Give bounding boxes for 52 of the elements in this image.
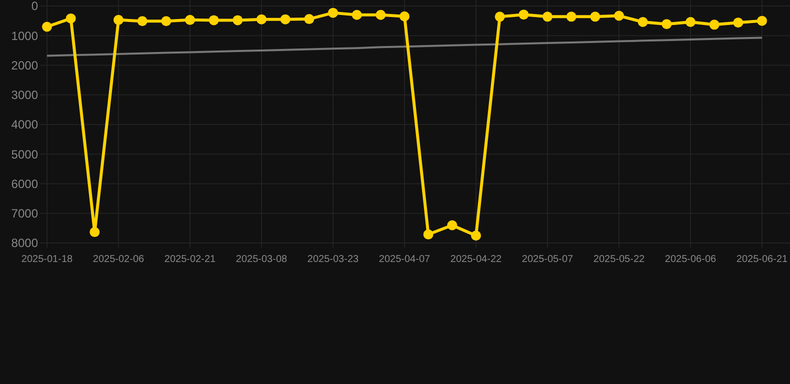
point — [686, 16, 696, 27]
point — [757, 16, 767, 26]
y-tick-label: 8000 — [11, 236, 38, 250]
point — [137, 16, 148, 26]
y-tick-label: 4000 — [11, 118, 38, 132]
point — [256, 14, 266, 24]
point — [208, 15, 219, 26]
x-tick-label: 2025-06-21 — [736, 254, 788, 265]
point — [590, 12, 600, 22]
point — [66, 13, 76, 24]
point — [471, 230, 481, 241]
y-tick-label: 6000 — [11, 176, 38, 191]
x-tick-label: 2025-05-22 — [593, 254, 646, 265]
y-tick-label: 2000 — [11, 58, 38, 72]
point — [114, 14, 124, 25]
y-tick-label: 7000 — [11, 206, 38, 221]
y-tick-label: 0 — [31, 0, 38, 14]
point — [662, 19, 672, 30]
point — [90, 227, 100, 238]
x-tick-label: 2025-03-08 — [236, 254, 288, 265]
point — [447, 220, 458, 230]
point — [42, 22, 52, 32]
x-tick-label: 2025-04-22 — [450, 254, 502, 265]
x-tick-label: 2025-01-18 — [21, 254, 74, 265]
point — [280, 14, 290, 24]
x-tick-label: 2025-02-06 — [92, 254, 145, 265]
point — [328, 8, 338, 18]
x-tick-label: 2025-04-07 — [378, 254, 431, 265]
point — [494, 12, 505, 22]
y-tick-label: 5000 — [11, 147, 38, 162]
point — [400, 11, 410, 22]
point — [423, 229, 434, 240]
x-tick-label: 2025-06-06 — [664, 254, 717, 265]
point — [232, 15, 243, 26]
y-tick-label: 1000 — [11, 28, 38, 43]
point — [542, 12, 552, 22]
point — [304, 14, 314, 24]
line-series — [46, 36, 763, 57]
point — [733, 18, 744, 28]
point — [185, 14, 195, 25]
x-tick-label: 2025-02-21 — [164, 254, 216, 265]
x-tick-label: 2025-03-23 — [307, 254, 360, 265]
point — [376, 10, 386, 20]
point — [638, 16, 648, 27]
point — [518, 10, 529, 20]
y-tick-label: 3000 — [11, 88, 38, 102]
x-tick-label: 2025-05-07 — [522, 254, 574, 265]
point — [352, 10, 362, 20]
point — [161, 16, 172, 26]
point — [709, 20, 720, 30]
point — [614, 10, 624, 21]
point — [566, 12, 576, 22]
